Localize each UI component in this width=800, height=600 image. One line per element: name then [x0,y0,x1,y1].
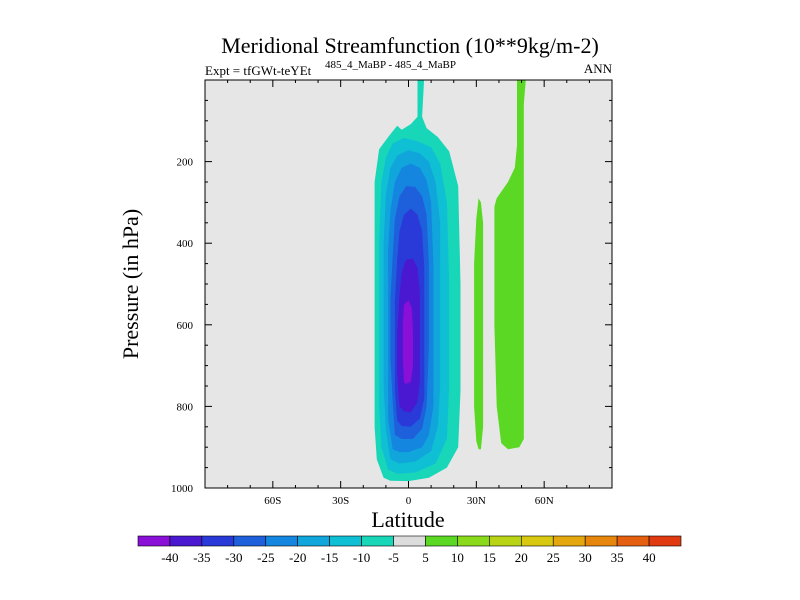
colorbar-box [648,535,682,547]
colorbar-box [425,535,458,547]
colorbar-box [233,535,267,547]
x-tick-label: 30N [467,495,486,507]
colorbar-label: 25 [547,550,560,565]
colorbar-label: 5 [422,550,429,565]
contour-regions [374,80,526,482]
colorbar-label: -20 [289,550,306,565]
colorbar-box [329,535,362,547]
x-tick-label: 60S [264,495,281,507]
colorbar-label: -40 [161,550,178,565]
y-tick-label: 600 [177,320,194,332]
season-label: ANN [584,61,613,76]
colorbar-box [393,535,426,547]
colorbar-box [616,535,650,547]
x-tick-label: 30S [332,495,349,507]
experiment-superscript: 485_4_MaBP - 485_4_MaBP [325,59,456,71]
chart-title: Meridional Streamfunction (10**9kg/m-2) [221,33,599,58]
colorbar-box [201,535,235,547]
colorbar-box [361,535,394,547]
colorbar-box [489,535,522,547]
colorbar-label: -10 [353,550,370,565]
contour-negative-cell-40 [402,300,413,384]
colorbar-label: 30 [579,550,592,565]
colorbar-label: -15 [321,550,338,565]
colorbar: -40 -35 -30 -25 -20 -15 -10 -5 5 10 15 20 25 30 35 40 [137,535,682,565]
y-tick-label: 400 [177,238,194,250]
y-axis-title: Pressure (in hPa) [118,209,143,359]
colorbar-label: 40 [643,550,656,565]
colorbar-label: -25 [257,550,274,565]
colorbar-label: 10 [451,550,464,565]
colorbar-label: -35 [193,550,210,565]
colorbar-box [169,535,203,547]
colorbar-box [297,535,330,547]
y-tick-label: 1000 [171,483,194,495]
colorbar-box [584,535,618,547]
contour-positive-thin-band [474,198,484,450]
colorbar-box [265,535,299,547]
y-axis-ticks: 200 400 600 800 1000 [171,99,612,495]
experiment-label: Expt = tfGWt-teYEt [205,63,312,78]
colorbar-box [520,535,554,547]
colorbar-label: 15 [483,550,496,565]
colorbar-box [137,535,171,547]
colorbar-label: -5 [388,550,399,565]
x-axis-title: Latitude [371,507,444,532]
colorbar-label: 35 [611,550,624,565]
contour-positive-main-band [494,80,526,450]
colorbar-box [457,535,490,547]
colorbar-label: 20 [515,550,528,565]
y-tick-label: 200 [177,157,194,169]
y-tick-label: 800 [177,401,194,413]
colorbar-box [552,535,586,547]
x-tick-label: 60N [535,495,554,507]
x-tick-label: 0 [406,495,412,507]
x-axis-ticks: 60S 30S 0 30N 60N [227,80,590,507]
colorbar-label: -30 [225,550,242,565]
